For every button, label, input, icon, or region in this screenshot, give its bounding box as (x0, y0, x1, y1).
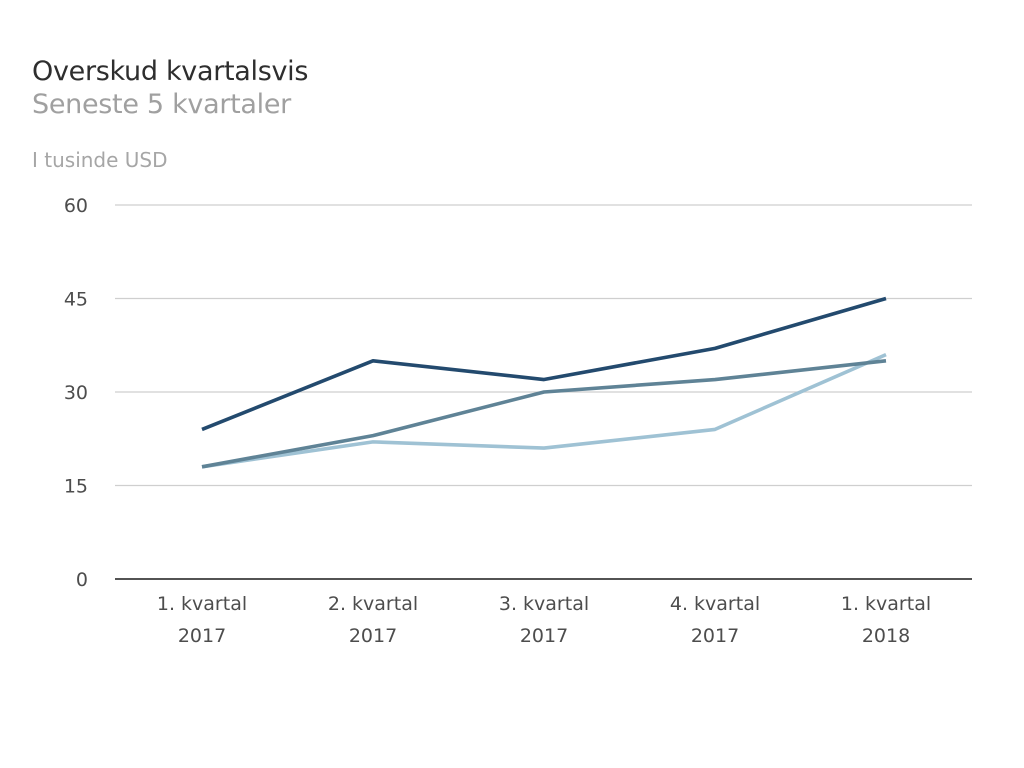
x-tick-label-line: 2017 (691, 625, 739, 647)
gridlines (115, 204, 972, 580)
x-tick-label-line: 1. kvartal (841, 593, 931, 615)
x-axis-ticks: 1. kvartal 2017 2. kvartal 2017 3. kvartal 20… (157, 593, 931, 647)
y-tick-label: 45 (64, 289, 88, 311)
y-tick-label: 15 (64, 476, 88, 498)
x-tick-label-line: 2. kvartal (328, 593, 418, 615)
y-axis-ticks: 0 15 30 45 60 (64, 195, 88, 591)
x-tick-label-line: 2017 (349, 625, 397, 647)
x-tick-label: 3. kvartal 2017 (499, 593, 589, 647)
x-tick-label-line: 4. kvartal (670, 593, 760, 615)
x-tick-label-line: 2017 (520, 625, 568, 647)
x-tick-label: 1. kvartal 2017 (157, 593, 247, 647)
x-tick-label-line: 3. kvartal (499, 593, 589, 615)
series-line-1 (201, 352, 887, 469)
x-tick-label: 4. kvartal 2017 (670, 593, 760, 647)
y-tick-label: 60 (64, 195, 88, 217)
y-axis-unit-label: I tusinde USD (32, 148, 168, 172)
x-tick-label-line: 2018 (862, 625, 910, 647)
x-tick-label-line: 2017 (178, 625, 226, 647)
series-lines (201, 296, 887, 469)
chart-title: Overskud kvartalsvis (32, 56, 309, 87)
series-line-2 (201, 359, 887, 469)
y-tick-label: 30 (64, 382, 88, 404)
x-tick-label: 1. kvartal 2018 (841, 593, 931, 647)
x-tick-label-line: 1. kvartal (157, 593, 247, 615)
y-tick-label: 0 (76, 569, 88, 591)
x-tick-label: 2. kvartal 2017 (328, 593, 418, 647)
chart-subtitle: Seneste 5 kvartaler (32, 89, 291, 120)
series-line-3 (201, 296, 887, 432)
